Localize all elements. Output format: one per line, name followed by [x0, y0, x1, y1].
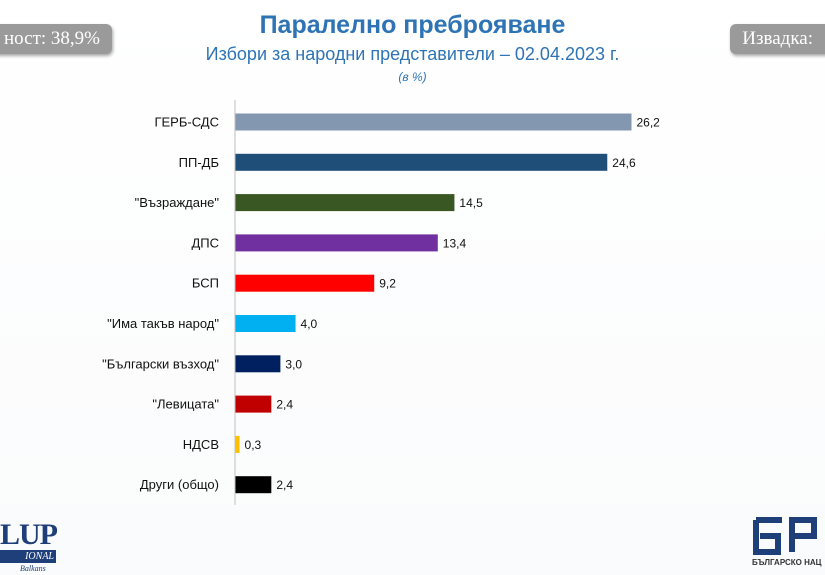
value-label-4: 9,2	[379, 277, 396, 291]
value-label-8: 0,3	[245, 438, 262, 452]
bar-6	[235, 355, 281, 373]
value-label-3: 13,4	[443, 236, 467, 250]
gallup-logo-text: LUP	[0, 518, 58, 551]
category-label-9: Други (общо)	[140, 477, 219, 492]
category-label-7: "Левицата"	[152, 397, 219, 412]
bar-0	[235, 113, 632, 131]
value-label-5: 4,0	[301, 317, 318, 331]
category-label-3: ДПС	[191, 235, 219, 250]
turnout-badge: ност: 38,9%	[0, 24, 112, 54]
value-label-1: 24,6	[612, 156, 636, 170]
bar-7	[235, 395, 272, 413]
category-label-2: "Възраждане"	[135, 195, 220, 210]
sample-badge: Извадка:	[730, 24, 825, 54]
value-label-6: 3,0	[285, 357, 302, 371]
category-label-8: НДСВ	[183, 437, 219, 452]
category-label-5: "Има такъв народ"	[107, 316, 219, 331]
category-label-6: "Български възход"	[102, 356, 219, 371]
bar-2	[235, 194, 455, 212]
category-label-1: ПП-ДБ	[179, 155, 219, 170]
bnr-logo: БЪЛГАРСКО НАЦ	[752, 514, 825, 574]
gallup-logo: LUP IONAL Balkans	[0, 518, 60, 573]
category-label-4: БСП	[192, 276, 219, 291]
chart-unit: (в %)	[398, 70, 427, 84]
gallup-logo-band: IONAL	[0, 550, 56, 563]
bar-3	[235, 234, 438, 252]
gallup-logo-sub: Balkans	[20, 564, 46, 573]
bar-8	[235, 435, 240, 453]
category-label-0: ГЕРБ-СДС	[154, 115, 219, 130]
bar-1	[235, 153, 608, 171]
value-label-0: 26,2	[636, 116, 660, 130]
bar-9	[235, 476, 272, 494]
bar-4	[235, 274, 375, 292]
bar-5	[235, 315, 296, 332]
bnr-logo-caption: БЪЛГАРСКО НАЦ	[752, 558, 822, 567]
chart-subtitle: Избори за народни представители – 02.04.…	[205, 44, 620, 64]
chart-title: Паралелно преброяване	[259, 11, 566, 39]
bnr-logo-mark	[753, 517, 817, 555]
value-label-7: 2,4	[276, 398, 293, 412]
value-label-2: 14,5	[459, 196, 483, 210]
value-label-9: 2,4	[276, 478, 293, 492]
